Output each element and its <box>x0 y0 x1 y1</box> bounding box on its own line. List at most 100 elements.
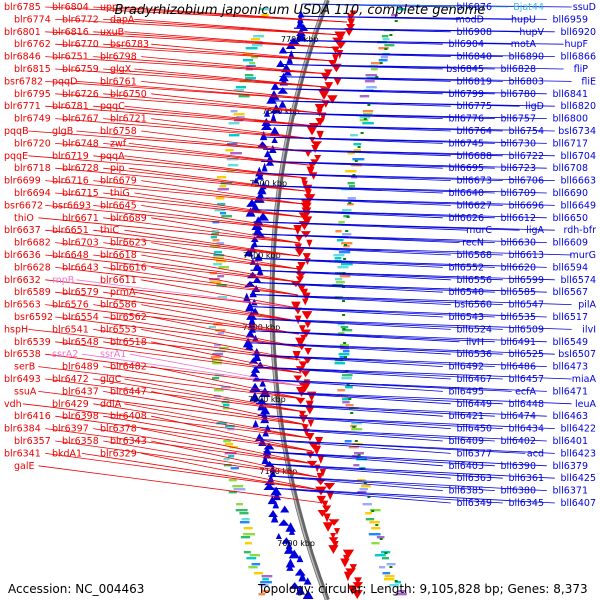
leader-line <box>38 391 308 426</box>
gene-label: rdh-bfr <box>564 225 597 236</box>
left-feature-block <box>338 221 345 224</box>
gene-label: bll6409 <box>449 436 485 447</box>
gene-label: bll6524 <box>457 324 493 335</box>
leader-line <box>251 354 547 367</box>
leader-line <box>93 205 302 231</box>
right-feature-block <box>260 581 272 584</box>
gene-label: blr6798 <box>100 52 137 63</box>
right-feature-block <box>239 80 252 83</box>
scale-tick <box>352 174 356 176</box>
left-feature-block <box>359 488 368 491</box>
left-feature-block <box>353 464 360 467</box>
gene-label: bll6449 <box>457 399 493 410</box>
gene-label: bll6434 <box>509 424 545 435</box>
forward-gene-arrow <box>312 445 322 456</box>
gene-label: blr6447 <box>110 386 147 397</box>
right-feature-block <box>212 353 224 356</box>
left-feature-block <box>374 554 386 557</box>
leader-line <box>250 318 451 330</box>
leader-line <box>151 415 313 452</box>
leader-line <box>45 180 304 205</box>
left-feature-block <box>398 590 406 593</box>
left-feature-block <box>359 119 369 122</box>
right-feature-block <box>211 233 219 236</box>
leader-line <box>45 279 299 309</box>
forward-gene-arrow <box>306 166 315 177</box>
forward-gene-arrow <box>303 320 312 329</box>
reverse-gene-arrow <box>266 95 277 104</box>
reverse-gene-arrow <box>268 510 278 517</box>
gene-label: blr6785 <box>4 2 41 13</box>
reverse-gene-arrow <box>266 154 274 162</box>
leader-line <box>286 52 451 57</box>
left-feature-block <box>339 356 347 359</box>
scale-tick <box>384 48 388 50</box>
right-feature-block <box>216 422 227 425</box>
right-feature-block <box>238 95 250 98</box>
gene-label: blr6611 <box>100 275 137 286</box>
right-feature-block <box>215 260 226 263</box>
leader-line <box>45 378 306 413</box>
gene-label: dapA <box>110 14 135 25</box>
gene-label: blr6771 <box>4 101 41 112</box>
scale-tick <box>348 202 352 204</box>
leader-line <box>263 451 495 467</box>
leader-line <box>250 257 443 268</box>
left-feature-block <box>354 452 365 455</box>
gene-label: bll6696 <box>509 200 545 211</box>
left-feature-block <box>362 110 374 113</box>
accession-label: Accession: NC_004463 <box>8 582 145 596</box>
genome-backbone-highlight <box>270 0 328 600</box>
left-feature-block <box>342 209 352 212</box>
leader-line <box>55 291 299 322</box>
gene-label: hupV <box>519 27 544 38</box>
left-feature-block <box>335 230 342 233</box>
right-feature-block <box>214 209 226 212</box>
leader-line <box>28 155 308 179</box>
gene-label: blr6759 <box>62 64 99 75</box>
gene-label: bsr6592 <box>14 312 53 323</box>
gene-label: bll6535 <box>501 312 537 323</box>
leader-line <box>251 342 451 355</box>
gene-label: blr6489 <box>62 362 99 373</box>
reverse-gene-arrow <box>283 545 295 554</box>
leader-line <box>128 167 306 192</box>
leader-line <box>256 402 495 417</box>
scale-tick <box>354 160 358 162</box>
left-feature-block <box>342 401 350 404</box>
forward-gene-arrow <box>324 82 334 90</box>
reverse-gene-arrow <box>250 366 261 373</box>
gene-label: bll6401 <box>553 436 589 447</box>
leader-line <box>279 76 451 82</box>
right-feature-block <box>210 245 221 248</box>
gene-label: pqqB <box>4 126 29 137</box>
leader-line <box>141 180 304 205</box>
left-feature-block <box>368 533 381 536</box>
leader-line <box>134 68 327 88</box>
gene-label: bll6536 <box>457 349 493 360</box>
leader-line <box>103 391 308 426</box>
forward-gene-arrow <box>298 410 306 419</box>
gene-label: blr6645 <box>100 200 137 211</box>
genome-summary-label: Topology: circular; Length: 9,105,828 bp… <box>258 582 588 596</box>
left-feature-block <box>335 278 343 281</box>
left-feature-block <box>351 428 363 431</box>
gene-label: blr6548 <box>62 337 99 348</box>
scale-tick <box>384 552 388 554</box>
reverse-gene-arrow <box>296 18 305 28</box>
leader-line <box>151 391 308 426</box>
scale-tick <box>379 538 383 540</box>
left-feature-block <box>391 14 398 17</box>
right-feature-block <box>233 113 245 116</box>
forward-gene-arrow <box>301 311 313 320</box>
gene-label: blr6770 <box>62 39 99 50</box>
leader-line <box>267 124 451 132</box>
leader-line <box>38 465 324 504</box>
left-feature-block <box>335 281 345 284</box>
gene-label: fliE <box>581 76 596 87</box>
leader-line <box>251 354 495 367</box>
right-feature-block <box>217 332 225 335</box>
gene-label: bsr6693 <box>52 200 91 211</box>
leader-line <box>55 440 318 478</box>
reverse-gene-arrow <box>270 513 279 523</box>
